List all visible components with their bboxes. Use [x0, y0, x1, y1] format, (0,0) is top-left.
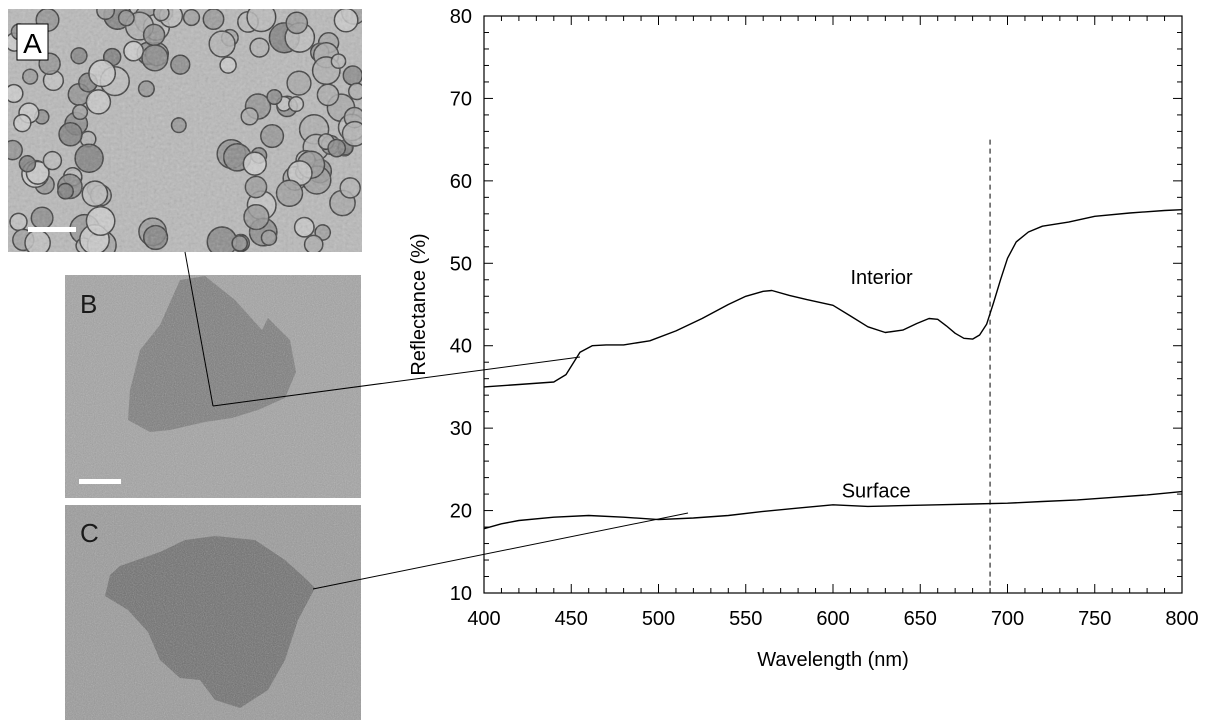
panel-label-b: B: [80, 289, 97, 319]
series-interior-line: [483, 209, 1183, 388]
connector-c-to-surface: [312, 512, 689, 590]
y-tick-label: 10: [450, 583, 472, 605]
x-tick-label: 800: [1165, 608, 1198, 630]
x-tick-label: 600: [816, 608, 849, 630]
scale-bar-b: [79, 479, 121, 484]
y-tick-label: 20: [450, 501, 472, 523]
series-surface-line: [483, 490, 1183, 530]
y-tick-label: 70: [450, 88, 472, 110]
x-tick-label: 500: [642, 608, 675, 630]
panel-label-a-box: A: [16, 23, 49, 61]
scale-bar-a: [28, 227, 76, 232]
y-axis-label: Reflectance (%): [408, 233, 430, 375]
annotation-interior: Interior: [850, 267, 913, 289]
connector-a-to-b: [184, 251, 214, 407]
axes: [483, 15, 1183, 594]
x-tick-label: 400: [467, 608, 500, 630]
y-tick-label: 60: [450, 171, 472, 193]
annotation-surface: Surface: [842, 480, 911, 502]
panel-label-a: A: [23, 28, 42, 59]
x-axis-label: Wavelength (nm): [757, 649, 909, 671]
x-tick-label: 650: [904, 608, 937, 630]
panel-c-photo: [65, 505, 361, 720]
ticks: 400 450 500 550 600 650 700 750 800 10 20 30 40 50 60 7…: [450, 6, 1199, 630]
y-tick-label: 50: [450, 253, 472, 275]
panel-label-c: C: [80, 518, 99, 548]
x-tick-label: 450: [555, 608, 588, 630]
connector-lines: [184, 251, 689, 590]
x-tick-label: 750: [1078, 608, 1111, 630]
x-tick-label: 550: [729, 608, 762, 630]
connector-b-to-interior: [212, 356, 581, 407]
reflectance-chart: 400 450 500 550 600 650 700 750 800 10 20 30 40 50 60 7…: [408, 6, 1199, 671]
panel-a-micrograph: [8, 9, 362, 252]
y-tick-label: 40: [450, 336, 472, 358]
y-tick-label: 80: [450, 6, 472, 28]
series-layer: [483, 139, 1183, 593]
y-tick-label: 30: [450, 418, 472, 440]
panel-b-photo: [65, 275, 361, 498]
plot-frame: [483, 15, 1183, 594]
x-tick-label: 700: [991, 608, 1024, 630]
annotations: Interior Surface: [842, 267, 913, 502]
